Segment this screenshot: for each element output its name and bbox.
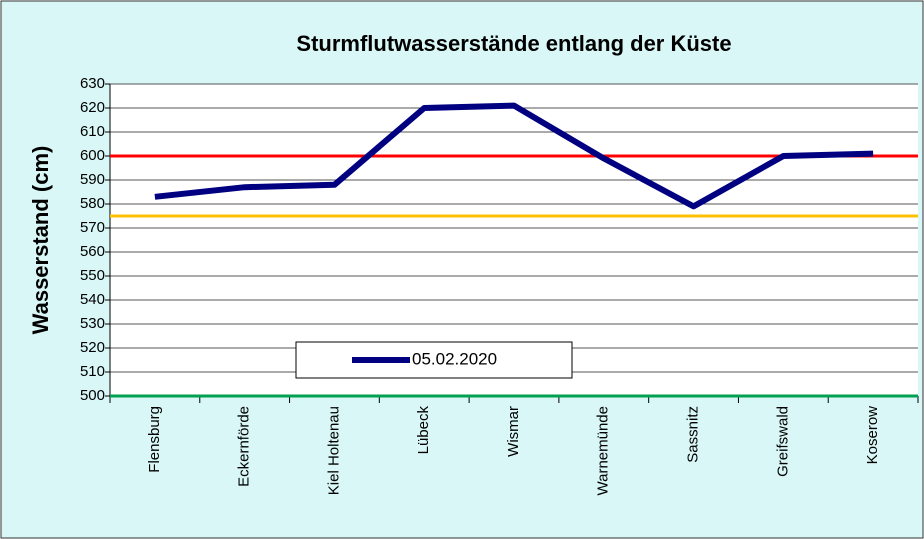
x-tick-label: Greifswald bbox=[774, 406, 791, 477]
y-tick-label: 580 bbox=[80, 195, 105, 212]
y-tick-label: 540 bbox=[80, 291, 105, 308]
x-tick-label: Lübeck bbox=[415, 406, 432, 455]
legend-label: 05.02.2020 bbox=[412, 349, 497, 368]
y-tick-label: 620 bbox=[80, 99, 105, 116]
x-tick-label: Eckernförde bbox=[236, 406, 253, 487]
y-tick-label: 500 bbox=[80, 387, 105, 404]
data-line bbox=[154, 102, 874, 210]
y-tick-label: 610 bbox=[80, 123, 105, 140]
x-tick-label: Kiel Holtenau bbox=[325, 406, 342, 495]
y-tick-label: 520 bbox=[80, 339, 105, 356]
x-tick-label: Sassnitz bbox=[685, 406, 702, 463]
y-tick-label: 560 bbox=[80, 243, 105, 260]
y-tick-label: 550 bbox=[80, 267, 105, 284]
legend-box bbox=[295, 341, 573, 379]
y-tick-label: 600 bbox=[80, 147, 105, 164]
x-tick-label: Koserow bbox=[864, 406, 881, 465]
y-tick-label: 630 bbox=[80, 75, 105, 92]
y-tick-label: 590 bbox=[80, 171, 105, 188]
x-tick-label: Wismar bbox=[505, 406, 522, 457]
y-tick-label: 510 bbox=[80, 363, 105, 380]
chart-title: Sturmflutwasserstände entlang der Küste bbox=[296, 31, 731, 56]
y-tick-label: 570 bbox=[80, 219, 105, 236]
x-tick-label: Flensburg bbox=[146, 406, 163, 473]
x-tick-label: Warnemünde bbox=[595, 406, 612, 496]
y-tick-label: 530 bbox=[80, 315, 105, 332]
y-axis-label: Wasserstand (cm) bbox=[28, 146, 53, 335]
